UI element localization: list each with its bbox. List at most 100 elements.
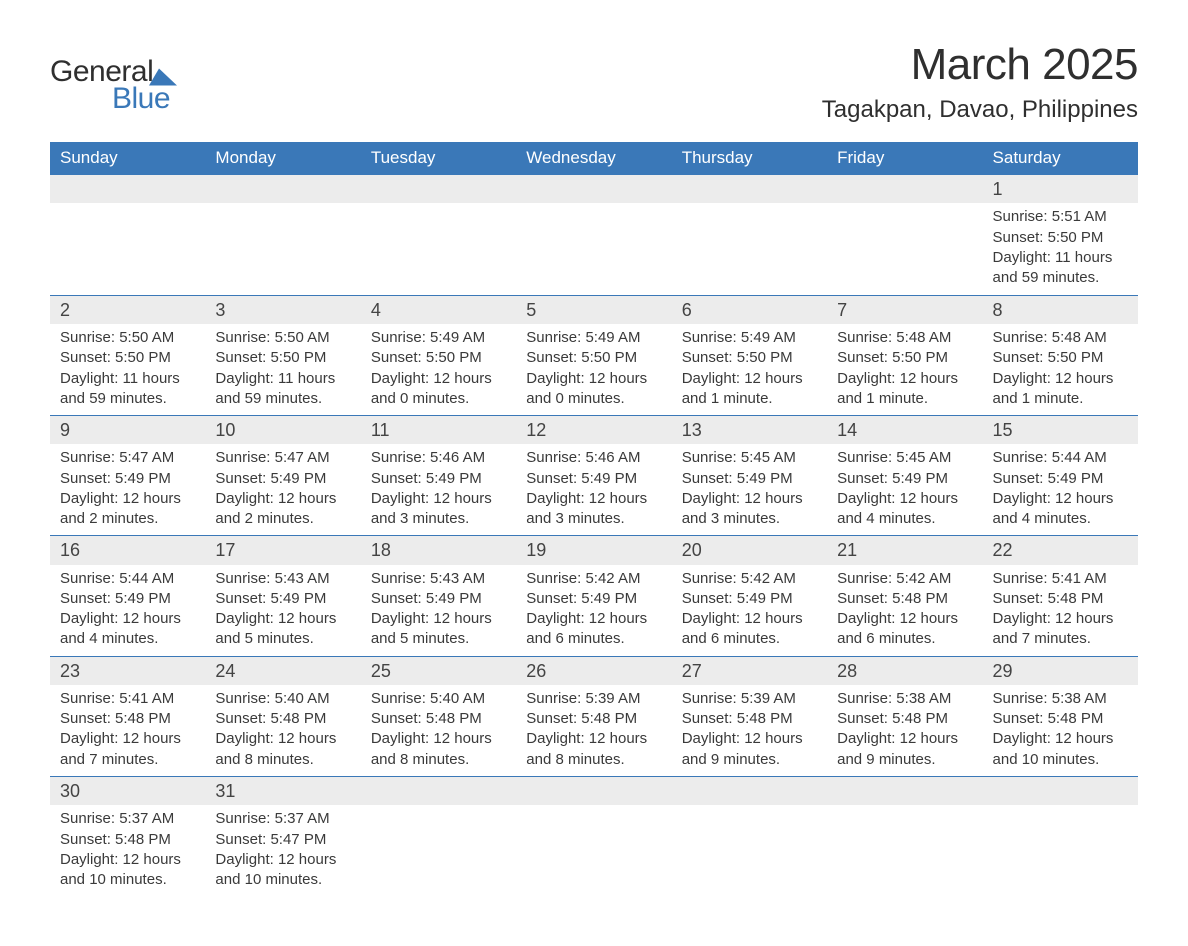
daylight-text: Daylight: 12 hours: [215, 489, 352, 509]
sunset-text: Sunset: 5:47 PM: [215, 830, 352, 850]
sunrise-text: Sunrise: 5:49 AM: [526, 328, 663, 348]
day-detail-cell: Sunrise: 5:46 AMSunset: 5:49 PMDaylight:…: [516, 444, 671, 536]
day-number-cell: 19: [516, 536, 671, 565]
day-detail-cell: [361, 203, 516, 295]
day-detail-cell: Sunrise: 5:42 AMSunset: 5:49 PMDaylight:…: [516, 565, 671, 657]
day-number-cell: 24: [205, 656, 360, 685]
daylight-text: and 59 minutes.: [215, 389, 352, 409]
logo-word-1: General: [50, 58, 153, 85]
sunrise-text: Sunrise: 5:42 AM: [837, 569, 974, 589]
sunrise-text: Sunrise: 5:38 AM: [993, 689, 1130, 709]
daylight-text: and 6 minutes.: [837, 629, 974, 649]
day-detail-cell: Sunrise: 5:48 AMSunset: 5:50 PMDaylight:…: [983, 324, 1138, 416]
daylight-text: Daylight: 12 hours: [526, 609, 663, 629]
daylight-text: Daylight: 12 hours: [215, 729, 352, 749]
sunrise-text: Sunrise: 5:50 AM: [60, 328, 197, 348]
day-detail-cell: Sunrise: 5:38 AMSunset: 5:48 PMDaylight:…: [983, 685, 1138, 777]
sunset-text: Sunset: 5:49 PM: [526, 469, 663, 489]
daylight-text: Daylight: 12 hours: [60, 609, 197, 629]
day-number-cell: [672, 776, 827, 805]
sunrise-text: Sunrise: 5:46 AM: [526, 448, 663, 468]
daylight-text: Daylight: 12 hours: [526, 369, 663, 389]
sunrise-text: Sunrise: 5:50 AM: [215, 328, 352, 348]
day-detail-row: Sunrise: 5:37 AMSunset: 5:48 PMDaylight:…: [50, 805, 1138, 896]
daylight-text: and 2 minutes.: [215, 509, 352, 529]
sunset-text: Sunset: 5:48 PM: [526, 709, 663, 729]
calendar-table: Sunday Monday Tuesday Wednesday Thursday…: [50, 142, 1138, 896]
sunset-text: Sunset: 5:49 PM: [371, 469, 508, 489]
daylight-text: Daylight: 12 hours: [60, 729, 197, 749]
sunrise-text: Sunrise: 5:46 AM: [371, 448, 508, 468]
sunrise-text: Sunrise: 5:44 AM: [60, 569, 197, 589]
daylight-text: and 3 minutes.: [371, 509, 508, 529]
day-detail-cell: Sunrise: 5:46 AMSunset: 5:49 PMDaylight:…: [361, 444, 516, 536]
daylight-text: Daylight: 12 hours: [371, 489, 508, 509]
sunset-text: Sunset: 5:50 PM: [993, 348, 1130, 368]
day-detail-cell: Sunrise: 5:49 AMSunset: 5:50 PMDaylight:…: [516, 324, 671, 416]
day-detail-cell: Sunrise: 5:47 AMSunset: 5:49 PMDaylight:…: [205, 444, 360, 536]
day-number-cell: 3: [205, 295, 360, 324]
daylight-text: and 59 minutes.: [60, 389, 197, 409]
logo-word-2: Blue: [112, 85, 177, 112]
day-number-cell: 17: [205, 536, 360, 565]
daylight-text: and 10 minutes.: [60, 870, 197, 890]
day-number-cell: 18: [361, 536, 516, 565]
day-number-cell: [361, 175, 516, 204]
day-detail-row: Sunrise: 5:47 AMSunset: 5:49 PMDaylight:…: [50, 444, 1138, 536]
day-number-cell: 10: [205, 416, 360, 445]
daylight-text: Daylight: 12 hours: [60, 489, 197, 509]
daylight-text: and 7 minutes.: [60, 750, 197, 770]
day-detail-cell: Sunrise: 5:44 AMSunset: 5:49 PMDaylight:…: [50, 565, 205, 657]
sunset-text: Sunset: 5:50 PM: [60, 348, 197, 368]
day-number-cell: 4: [361, 295, 516, 324]
day-detail-cell: Sunrise: 5:51 AMSunset: 5:50 PMDaylight:…: [983, 203, 1138, 295]
sunrise-text: Sunrise: 5:37 AM: [215, 809, 352, 829]
sunset-text: Sunset: 5:48 PM: [993, 709, 1130, 729]
sunset-text: Sunset: 5:50 PM: [993, 228, 1130, 248]
sunrise-text: Sunrise: 5:45 AM: [682, 448, 819, 468]
sunrise-text: Sunrise: 5:37 AM: [60, 809, 197, 829]
daylight-text: and 4 minutes.: [837, 509, 974, 529]
sunset-text: Sunset: 5:50 PM: [371, 348, 508, 368]
day-number-cell: 8: [983, 295, 1138, 324]
day-detail-cell: Sunrise: 5:37 AMSunset: 5:47 PMDaylight:…: [205, 805, 360, 896]
day-detail-cell: Sunrise: 5:37 AMSunset: 5:48 PMDaylight:…: [50, 805, 205, 896]
daylight-text: and 2 minutes.: [60, 509, 197, 529]
day-number-cell: 14: [827, 416, 982, 445]
daylight-text: and 8 minutes.: [371, 750, 508, 770]
day-detail-cell: [827, 203, 982, 295]
daylight-text: Daylight: 12 hours: [837, 729, 974, 749]
day-number-cell: 1: [983, 175, 1138, 204]
day-number-cell: 16: [50, 536, 205, 565]
daylight-text: and 5 minutes.: [215, 629, 352, 649]
day-detail-cell: Sunrise: 5:41 AMSunset: 5:48 PMDaylight:…: [50, 685, 205, 777]
sunrise-text: Sunrise: 5:43 AM: [371, 569, 508, 589]
day-number-row: 2345678: [50, 295, 1138, 324]
daylight-text: and 8 minutes.: [526, 750, 663, 770]
daylight-text: Daylight: 12 hours: [526, 729, 663, 749]
daylight-text: Daylight: 12 hours: [837, 369, 974, 389]
daylight-text: Daylight: 12 hours: [993, 369, 1130, 389]
daylight-text: Daylight: 12 hours: [993, 729, 1130, 749]
sunrise-text: Sunrise: 5:48 AM: [993, 328, 1130, 348]
sunrise-text: Sunrise: 5:45 AM: [837, 448, 974, 468]
day-detail-cell: [50, 203, 205, 295]
day-detail-row: Sunrise: 5:41 AMSunset: 5:48 PMDaylight:…: [50, 685, 1138, 777]
daylight-text: Daylight: 12 hours: [60, 850, 197, 870]
day-detail-cell: Sunrise: 5:38 AMSunset: 5:48 PMDaylight:…: [827, 685, 982, 777]
day-number-cell: 26: [516, 656, 671, 685]
day-number-cell: [516, 175, 671, 204]
daylight-text: Daylight: 12 hours: [682, 729, 819, 749]
sunrise-text: Sunrise: 5:48 AM: [837, 328, 974, 348]
day-number-cell: [361, 776, 516, 805]
day-number-cell: 15: [983, 416, 1138, 445]
sunset-text: Sunset: 5:50 PM: [526, 348, 663, 368]
daylight-text: and 9 minutes.: [837, 750, 974, 770]
sunrise-text: Sunrise: 5:42 AM: [682, 569, 819, 589]
day-number-row: 16171819202122: [50, 536, 1138, 565]
daylight-text: and 10 minutes.: [993, 750, 1130, 770]
sunset-text: Sunset: 5:49 PM: [215, 589, 352, 609]
sunrise-text: Sunrise: 5:44 AM: [993, 448, 1130, 468]
daylight-text: and 1 minute.: [993, 389, 1130, 409]
sunset-text: Sunset: 5:49 PM: [215, 469, 352, 489]
